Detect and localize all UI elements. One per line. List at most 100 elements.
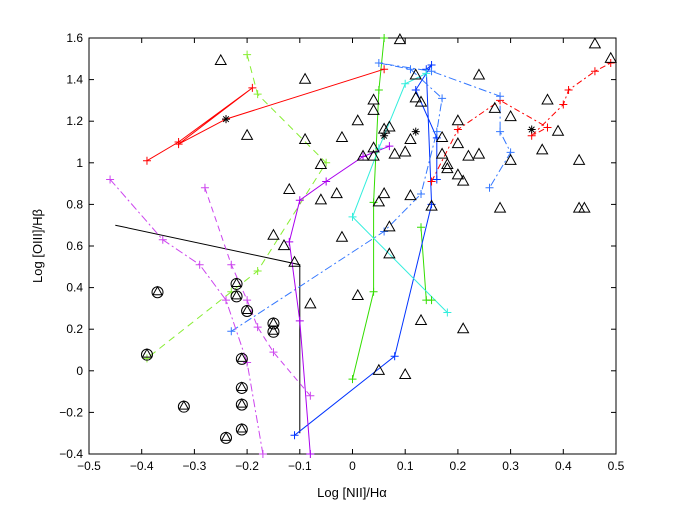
plus-marker: [427, 67, 436, 76]
plus-marker: [348, 375, 357, 384]
plus-marker: [253, 323, 262, 332]
x-tick-label: −0.4: [130, 459, 154, 473]
asterisk-marker: [527, 125, 536, 134]
plus-marker: [496, 92, 505, 101]
series-line-1: [146, 68, 385, 162]
triangle-marker: [451, 168, 465, 180]
triangle-marker: [298, 72, 312, 84]
triangle-marker: [367, 93, 380, 105]
triangle-marker: [372, 363, 386, 375]
triangle-marker: [383, 247, 396, 259]
triangle-marker: [541, 93, 554, 105]
plus-marker: [142, 354, 151, 363]
triangle-marker: [435, 130, 449, 142]
triangle-marker: [383, 220, 396, 232]
plus-marker: [200, 183, 209, 192]
plus-marker: [227, 260, 236, 269]
plus-marker: [285, 237, 294, 246]
triangle-marker: [472, 147, 486, 159]
plus-marker: [359, 152, 368, 161]
triangle-marker: [435, 147, 449, 159]
triangle-marker: [504, 153, 517, 165]
plus-marker: [432, 127, 441, 136]
plus-marker: [417, 190, 426, 198]
y-tick-label: 0.2: [66, 322, 83, 336]
y-tick-label: 0.6: [66, 239, 83, 253]
plus-marker: [401, 79, 410, 88]
circled-triangle-marker: [231, 289, 242, 300]
triangle-marker: [462, 149, 475, 161]
triangle-marker: [398, 367, 412, 380]
plus-marker: [243, 50, 252, 59]
plus-marker: [253, 266, 262, 275]
triangle-marker: [414, 313, 428, 325]
triangle-marker: [330, 186, 343, 199]
triangle-marker: [493, 201, 507, 213]
plus-marker: [422, 69, 431, 78]
plus-marker: [590, 67, 599, 76]
plus-marker: [348, 212, 357, 221]
plus-marker: [453, 125, 462, 134]
plot-frame: [88, 37, 617, 455]
plus-marker: [417, 223, 426, 232]
triangle-marker: [283, 182, 296, 194]
plus-marker: [374, 86, 383, 94]
plus-marker: [243, 296, 252, 305]
plus-marker: [496, 127, 505, 136]
triangle-marker: [214, 53, 228, 65]
circled-triangle-marker: [220, 431, 232, 441]
circled-triangle-marker: [178, 400, 190, 410]
triangle-marker: [240, 128, 254, 140]
plus-marker: [438, 94, 447, 103]
triangle-marker: [351, 114, 365, 126]
x-tick-label: 0.3: [502, 459, 519, 473]
plus-marker: [564, 86, 573, 94]
triangle-marker: [404, 132, 417, 145]
y-tick-label: 1.2: [66, 114, 83, 128]
plus-marker: [390, 352, 399, 361]
plus-marker: [306, 391, 315, 400]
circled-triangle-marker: [141, 348, 153, 358]
triangle-marker: [335, 230, 349, 242]
plus-marker: [369, 287, 378, 296]
triangle-marker: [409, 91, 422, 103]
series-line-7: [231, 62, 512, 332]
plus-marker: [374, 58, 383, 67]
plus-marker: [427, 177, 436, 186]
triangle-marker: [456, 322, 470, 334]
plus-marker: [322, 177, 331, 186]
triangle-marker: [304, 297, 317, 309]
plus-marker: [380, 65, 389, 74]
plus-marker: [258, 450, 267, 458]
asterisk-marker: [411, 127, 420, 136]
triangle-marker: [451, 137, 465, 149]
triangle-marker: [398, 145, 412, 157]
triangle-marker: [451, 114, 465, 126]
plus-marker: [543, 123, 552, 132]
series-line-2: [431, 62, 611, 182]
triangle-marker: [377, 186, 391, 199]
plus-marker: [290, 431, 299, 440]
plus-marker: [295, 316, 304, 325]
triangle-marker: [356, 149, 370, 161]
triangle-marker: [393, 33, 407, 45]
x-tick-label: 0.2: [450, 459, 467, 473]
x-tick-label: −0.3: [183, 459, 207, 473]
plus-marker: [406, 65, 415, 74]
triangle-marker: [372, 195, 386, 207]
triangle-marker: [277, 238, 291, 251]
plus-marker: [380, 227, 389, 236]
plus-marker: [269, 348, 278, 357]
triangle-marker: [367, 149, 380, 161]
triangle-marker: [367, 141, 380, 153]
plus-marker: [248, 83, 257, 92]
triangle-marker: [441, 162, 454, 174]
triangle-marker: [588, 37, 602, 49]
y-tick-label: −0.2: [59, 405, 83, 419]
triangle-marker: [488, 101, 502, 113]
triangle-marker: [298, 132, 312, 145]
series-line-3: [146, 54, 327, 359]
asterisk-marker: [222, 115, 231, 124]
circled-triangle-marker: [236, 352, 248, 362]
triangle-marker: [388, 147, 401, 159]
